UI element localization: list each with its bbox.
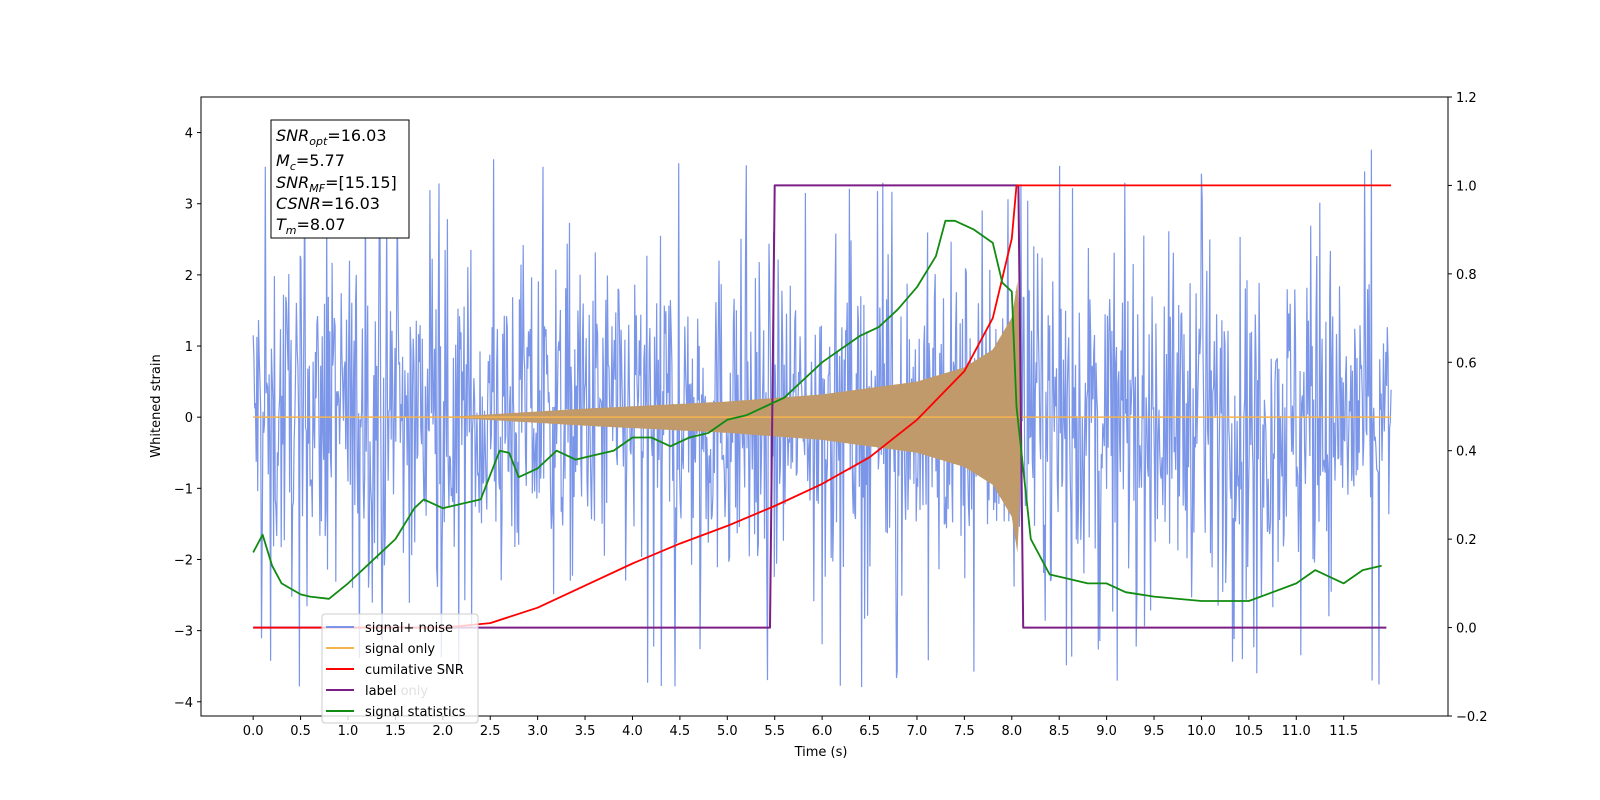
y-tick-label: 4 [185, 127, 193, 142]
y-tick-label: 3 [185, 198, 193, 213]
y-tick-label: −3 [174, 625, 193, 640]
annotation-mc: Mc=5.77 [276, 151, 345, 173]
snr-annotation-box: SNRopt=16.03 Mc=5.77 SNRMF=[15.15] CSNR=… [270, 119, 410, 239]
y-tick-label: 2 [185, 269, 193, 284]
y2-tick-label: 0.6 [1456, 356, 1477, 371]
x-tick-label: 1.0 [338, 724, 359, 739]
series-label [253, 184, 1387, 629]
legend-entry: signal statistics [365, 705, 466, 720]
legend-ghost-text: label only [365, 684, 428, 699]
x-tick-label: 5.5 [764, 724, 785, 739]
annotation-snr-mf: SNRMF=[15.15] [276, 173, 397, 195]
legend-entry: label [365, 684, 396, 699]
y-tick-label: −2 [174, 553, 193, 568]
x-tick-label: 8.0 [1001, 724, 1022, 739]
x-tick-label: 5.0 [717, 724, 738, 739]
y2-tick-label: 0.2 [1456, 533, 1477, 548]
legend-frame [321, 613, 479, 724]
x-tick-label: 10.0 [1187, 724, 1216, 739]
x-tick-label: 2.0 [432, 724, 453, 739]
y2-tick-label: −0.2 [1456, 710, 1488, 725]
x-tick-label: 10.5 [1234, 724, 1263, 739]
x-tick-label: 7.5 [954, 724, 975, 739]
series-cumulative-snr [253, 184, 1392, 629]
y-tick-label: −4 [174, 696, 193, 711]
x-tick-label: 4.0 [622, 724, 643, 739]
y-axis-label: Whitened strain [149, 354, 164, 457]
x-tick-label: 2.5 [480, 724, 501, 739]
legend-entry: cumilative SNR [365, 663, 464, 678]
series-signal-statistics [252, 219, 1382, 602]
plot-frame [200, 96, 1449, 717]
x-tick-label: 0.0 [243, 724, 264, 739]
x-tick-label: 0.5 [290, 724, 311, 739]
legend-entry: signal only [365, 642, 435, 657]
x-axis-label: Time (s) [794, 745, 848, 760]
y2-tick-label: 0.4 [1456, 445, 1477, 460]
x-tick-label: 8.5 [1049, 724, 1070, 739]
x-tick-label: 6.0 [812, 724, 833, 739]
series-signal-noise [252, 149, 1392, 688]
y2-tick-label: 0.0 [1456, 622, 1477, 637]
y2-tick-label: 0.8 [1456, 268, 1477, 283]
y-axis-left: −4 −3 −2 −1 0 1 2 3 4 [174, 127, 201, 711]
x-axis: 0.0 0.5 1.0 1.5 2.0 2.5 3.0 3.5 4.0 4.5 5.0 5.5 6.0 6… [243, 716, 1358, 739]
annotation-csnr: CSNR=16.03 [276, 194, 380, 213]
x-tick-label: 1.5 [385, 724, 406, 739]
y2-tick-label: 1.0 [1456, 179, 1477, 194]
x-tick-label: 3.0 [527, 724, 548, 739]
y-tick-label: 0 [185, 411, 193, 426]
legend: label only signal+ noise signal only cumila… [321, 613, 479, 724]
x-tick-label: 9.0 [1096, 724, 1117, 739]
x-tick-label: 6.5 [859, 724, 880, 739]
y-axis-right: −0.2 0.0 0.2 0.4 0.6 0.8 1.0 1.2 [1448, 91, 1488, 725]
x-tick-label: 7.0 [907, 724, 928, 739]
x-tick-label: 4.5 [670, 724, 691, 739]
plot-area [252, 149, 1392, 688]
annotation-frame [270, 119, 410, 239]
legend-entry: signal+ noise [365, 621, 453, 636]
y-tick-label: 1 [185, 340, 193, 355]
x-tick-label: 9.5 [1144, 724, 1165, 739]
annotation-snr-opt: SNRopt=16.03 [276, 126, 387, 148]
x-tick-label: 11.0 [1282, 724, 1311, 739]
annotation-tm: Tm=8.07 [276, 215, 346, 237]
y-tick-label: −1 [174, 482, 193, 497]
x-tick-label: 11.5 [1329, 724, 1358, 739]
x-tick-label: 3.5 [575, 724, 596, 739]
y2-tick-label: 1.2 [1456, 91, 1477, 106]
